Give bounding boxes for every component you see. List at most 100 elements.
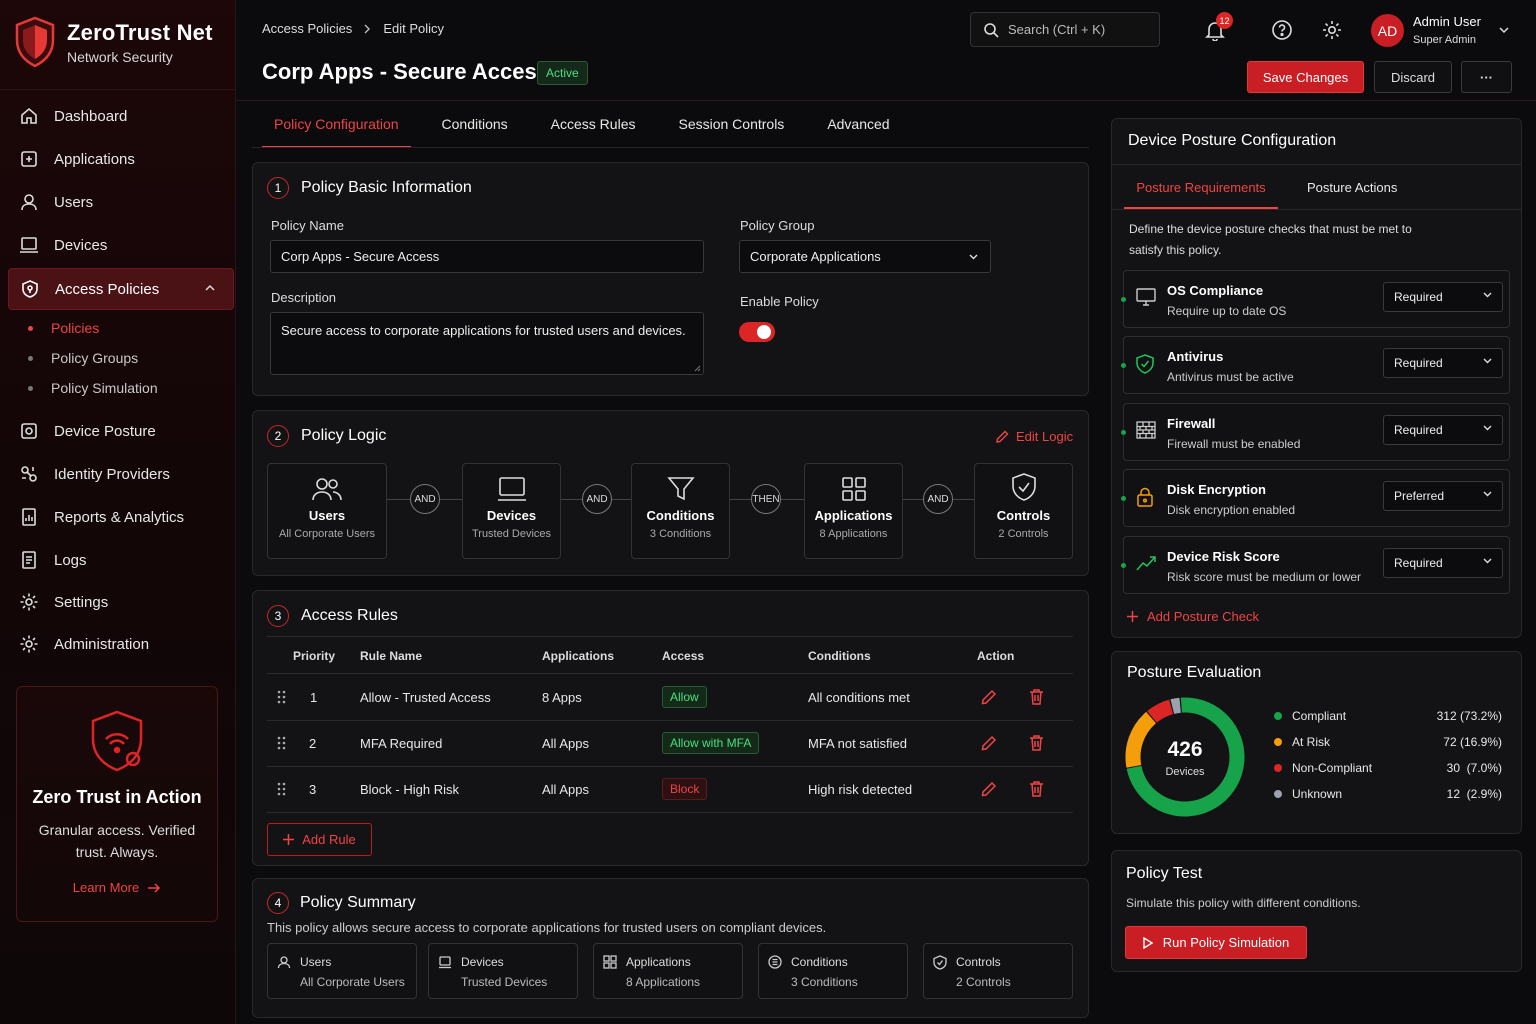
sub-nav-policy-simulation[interactable]: Policy Simulation — [28, 376, 158, 400]
drag-handle-icon[interactable] — [277, 690, 286, 704]
access-badge: Allow — [662, 686, 707, 708]
tab-policy-configuration[interactable]: Policy Configuration — [262, 104, 411, 148]
legend-value: 72 (16.9%) — [1443, 735, 1502, 749]
column-header: Priority — [293, 649, 336, 663]
nav-reports-analytics[interactable]: Reports & Analytics — [8, 497, 234, 537]
identity-icon — [18, 463, 40, 485]
delete-rule-icon[interactable] — [1029, 688, 1044, 705]
more-options-button[interactable]: ··· — [1461, 61, 1512, 93]
sidebar: ZeroTrust Net Network Security Dashboard… — [0, 0, 236, 1024]
description-value: Secure access to corporate applications … — [281, 323, 686, 338]
donut-total: 426 — [1167, 738, 1203, 761]
enable-policy-toggle[interactable] — [739, 322, 775, 342]
bullet-icon — [28, 355, 33, 361]
breadcrumb-item[interactable]: Access Policies — [262, 21, 353, 36]
summary-item-sub: 3 Conditions — [791, 975, 858, 989]
legend-label: Non-Compliant — [1292, 761, 1373, 775]
drag-handle-icon[interactable] — [277, 782, 286, 796]
legend-unknown: Unknown 12 (2.9%) — [1274, 787, 1502, 801]
save-changes-button[interactable]: Save Changes — [1247, 61, 1364, 93]
discard-button[interactable]: Discard — [1374, 61, 1452, 93]
column-header: Conditions — [808, 649, 871, 663]
tab-advanced[interactable]: Advanced — [827, 116, 890, 132]
column-header: Action — [977, 649, 1015, 663]
tab-access-rules[interactable]: Access Rules — [550, 116, 636, 132]
resize-handle-icon[interactable] — [694, 365, 701, 372]
sub-nav-policy-groups[interactable]: Policy Groups — [28, 346, 138, 370]
requirement-select[interactable]: Preferred — [1383, 481, 1503, 511]
chevron-up-icon[interactable] — [205, 284, 215, 292]
policy-name-input[interactable]: Corp Apps - Secure Access — [270, 240, 704, 273]
delete-rule-icon[interactable] — [1029, 780, 1044, 797]
search-input[interactable]: Search (Ctrl + K) — [970, 12, 1160, 47]
tab-session-controls[interactable]: Session Controls — [678, 116, 785, 132]
nav-devices[interactable]: Devices — [8, 225, 234, 265]
tab-posture-requirements[interactable]: Posture Requirements — [1124, 168, 1278, 209]
add-posture-check-link[interactable]: Add Posture Check — [1127, 609, 1259, 624]
edit-logic-link[interactable]: Edit Logic — [996, 429, 1073, 444]
nav-settings[interactable]: Settings — [8, 582, 234, 622]
requirement-select[interactable]: Required — [1383, 282, 1503, 312]
brand[interactable]: ZeroTrust Net Network Security — [14, 16, 213, 68]
delete-rule-icon[interactable] — [1029, 734, 1044, 751]
column-header: Rule Name — [360, 649, 423, 663]
play-icon — [1143, 936, 1153, 949]
description-textarea[interactable]: Secure access to corporate applications … — [270, 312, 704, 375]
summary-item-title: Devices — [461, 955, 504, 969]
requirement-select[interactable]: Required — [1383, 548, 1503, 578]
shield-check-icon — [1136, 354, 1154, 374]
nav-device-posture[interactable]: Device Posture — [8, 411, 234, 451]
edit-rule-icon[interactable] — [981, 735, 997, 751]
check-title: OS Compliance — [1167, 283, 1264, 298]
requirement-select[interactable]: Required — [1383, 348, 1503, 378]
section-title: Policy Basic Information — [301, 179, 472, 196]
policy-group-select[interactable]: Corporate Applications — [739, 240, 991, 273]
settings-button[interactable] — [1321, 19, 1343, 41]
brand-name: ZeroTrust Net — [67, 19, 213, 45]
nav-logs[interactable]: Logs — [8, 540, 234, 580]
arrow-right-icon — [148, 882, 161, 893]
enable-policy-label: Enable Policy — [740, 294, 819, 309]
user-role: Super Admin — [1413, 34, 1476, 46]
tab-posture-actions[interactable]: Posture Actions — [1307, 180, 1398, 195]
logic-node-conditions[interactable]: Conditions 3 Conditions — [631, 463, 730, 559]
lock-icon — [1137, 487, 1153, 507]
logic-node-controls[interactable]: Controls 2 Controls — [974, 463, 1073, 559]
tab-conditions[interactable]: Conditions — [441, 116, 508, 132]
gear-icon — [18, 591, 40, 613]
drag-handle-icon[interactable] — [277, 736, 286, 750]
nav-administration[interactable]: Administration — [8, 624, 234, 664]
help-icon — [1272, 20, 1292, 40]
chevron-down-icon — [1483, 292, 1492, 298]
rule-conditions: All conditions met — [808, 690, 910, 705]
edit-rule-icon[interactable] — [981, 781, 997, 797]
nav-dashboard[interactable]: Dashboard — [8, 96, 234, 136]
nav-label: Users — [54, 193, 94, 211]
check-title: Antivirus — [1167, 349, 1224, 364]
policy-test-description: Simulate this policy with different cond… — [1126, 896, 1361, 910]
user-menu[interactable]: AD Admin User Super Admin — [1371, 13, 1516, 49]
nav-users[interactable]: Users — [8, 182, 234, 222]
summary-item-applications: Applications 8 Applications — [593, 943, 743, 999]
logic-node-devices[interactable]: Devices Trusted Devices — [462, 463, 561, 559]
node-title: Applications — [814, 508, 893, 523]
logic-node-users[interactable]: Users All Corporate Users — [267, 463, 387, 559]
notifications-button[interactable]: 12 — [1204, 12, 1233, 43]
run-policy-simulation-button[interactable]: Run Policy Simulation — [1125, 926, 1307, 959]
edit-rule-icon[interactable] — [981, 689, 997, 705]
requirement-select[interactable]: Required — [1383, 415, 1503, 445]
summary-item-sub: 2 Controls — [956, 975, 1011, 989]
pencil-icon — [996, 430, 1009, 443]
help-button[interactable] — [1271, 19, 1293, 41]
add-rule-button[interactable]: Add Rule — [267, 823, 372, 856]
learn-more-link[interactable]: Learn More — [17, 880, 217, 895]
logic-node-applications[interactable]: Applications 8 Applications — [804, 463, 903, 559]
nav-identity-providers[interactable]: Identity Providers — [8, 454, 234, 494]
monitor-icon — [1136, 288, 1156, 306]
policy-tabs: Policy Configuration Conditions Access R… — [262, 104, 921, 148]
nav-applications[interactable]: Applications — [8, 139, 234, 179]
sub-nav-policies[interactable]: Policies — [28, 316, 99, 340]
node-title: Controls — [996, 508, 1051, 523]
notification-count: 12 — [1216, 12, 1233, 29]
nav-access-policies[interactable]: Access Policies — [8, 268, 234, 310]
